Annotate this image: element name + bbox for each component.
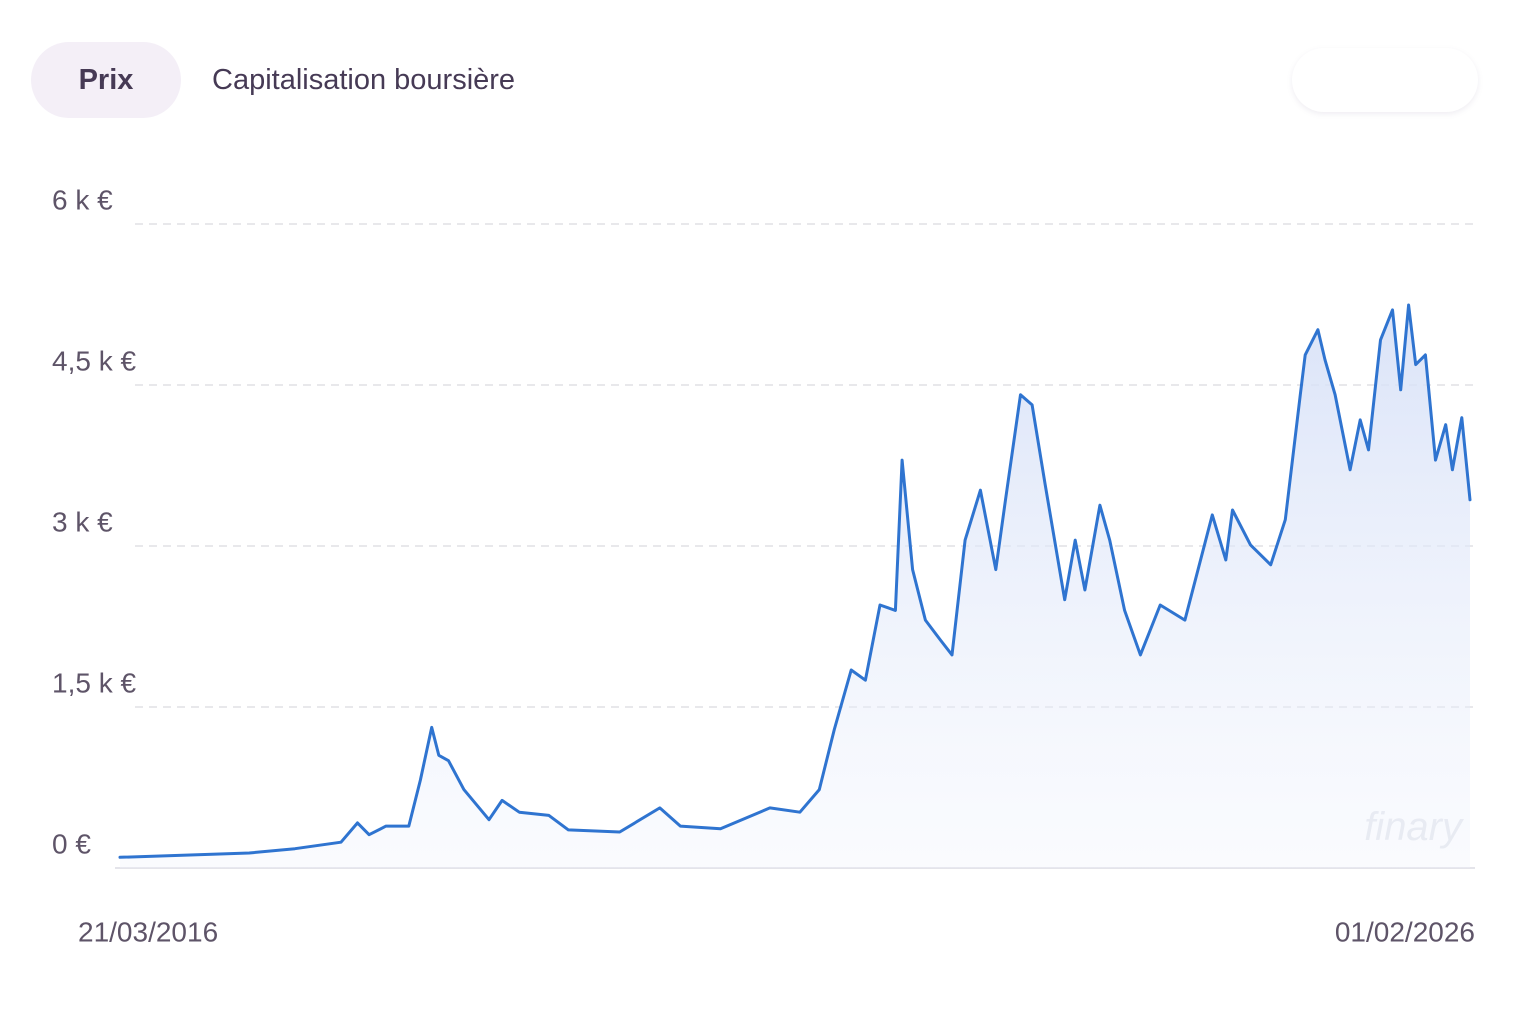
x-tick-label: 01/02/2026 (1335, 916, 1475, 947)
y-tick-label: 4,5 k € (52, 345, 136, 376)
y-tick-label: 0 € (52, 828, 91, 859)
price-line (118, 303, 1472, 859)
y-tick-label: 1,5 k € (52, 667, 136, 698)
y-tick-label: 3 k € (52, 506, 113, 537)
toggle-pill[interactable] (1292, 48, 1478, 112)
tab-capitalisation[interactable]: Capitalisation boursière (212, 64, 516, 96)
tab-prix[interactable]: Prix (31, 42, 181, 118)
area (120, 305, 1470, 868)
x-tick-label: 21/03/2016 (78, 916, 218, 947)
y-tick-label: 6 k € (52, 184, 113, 215)
